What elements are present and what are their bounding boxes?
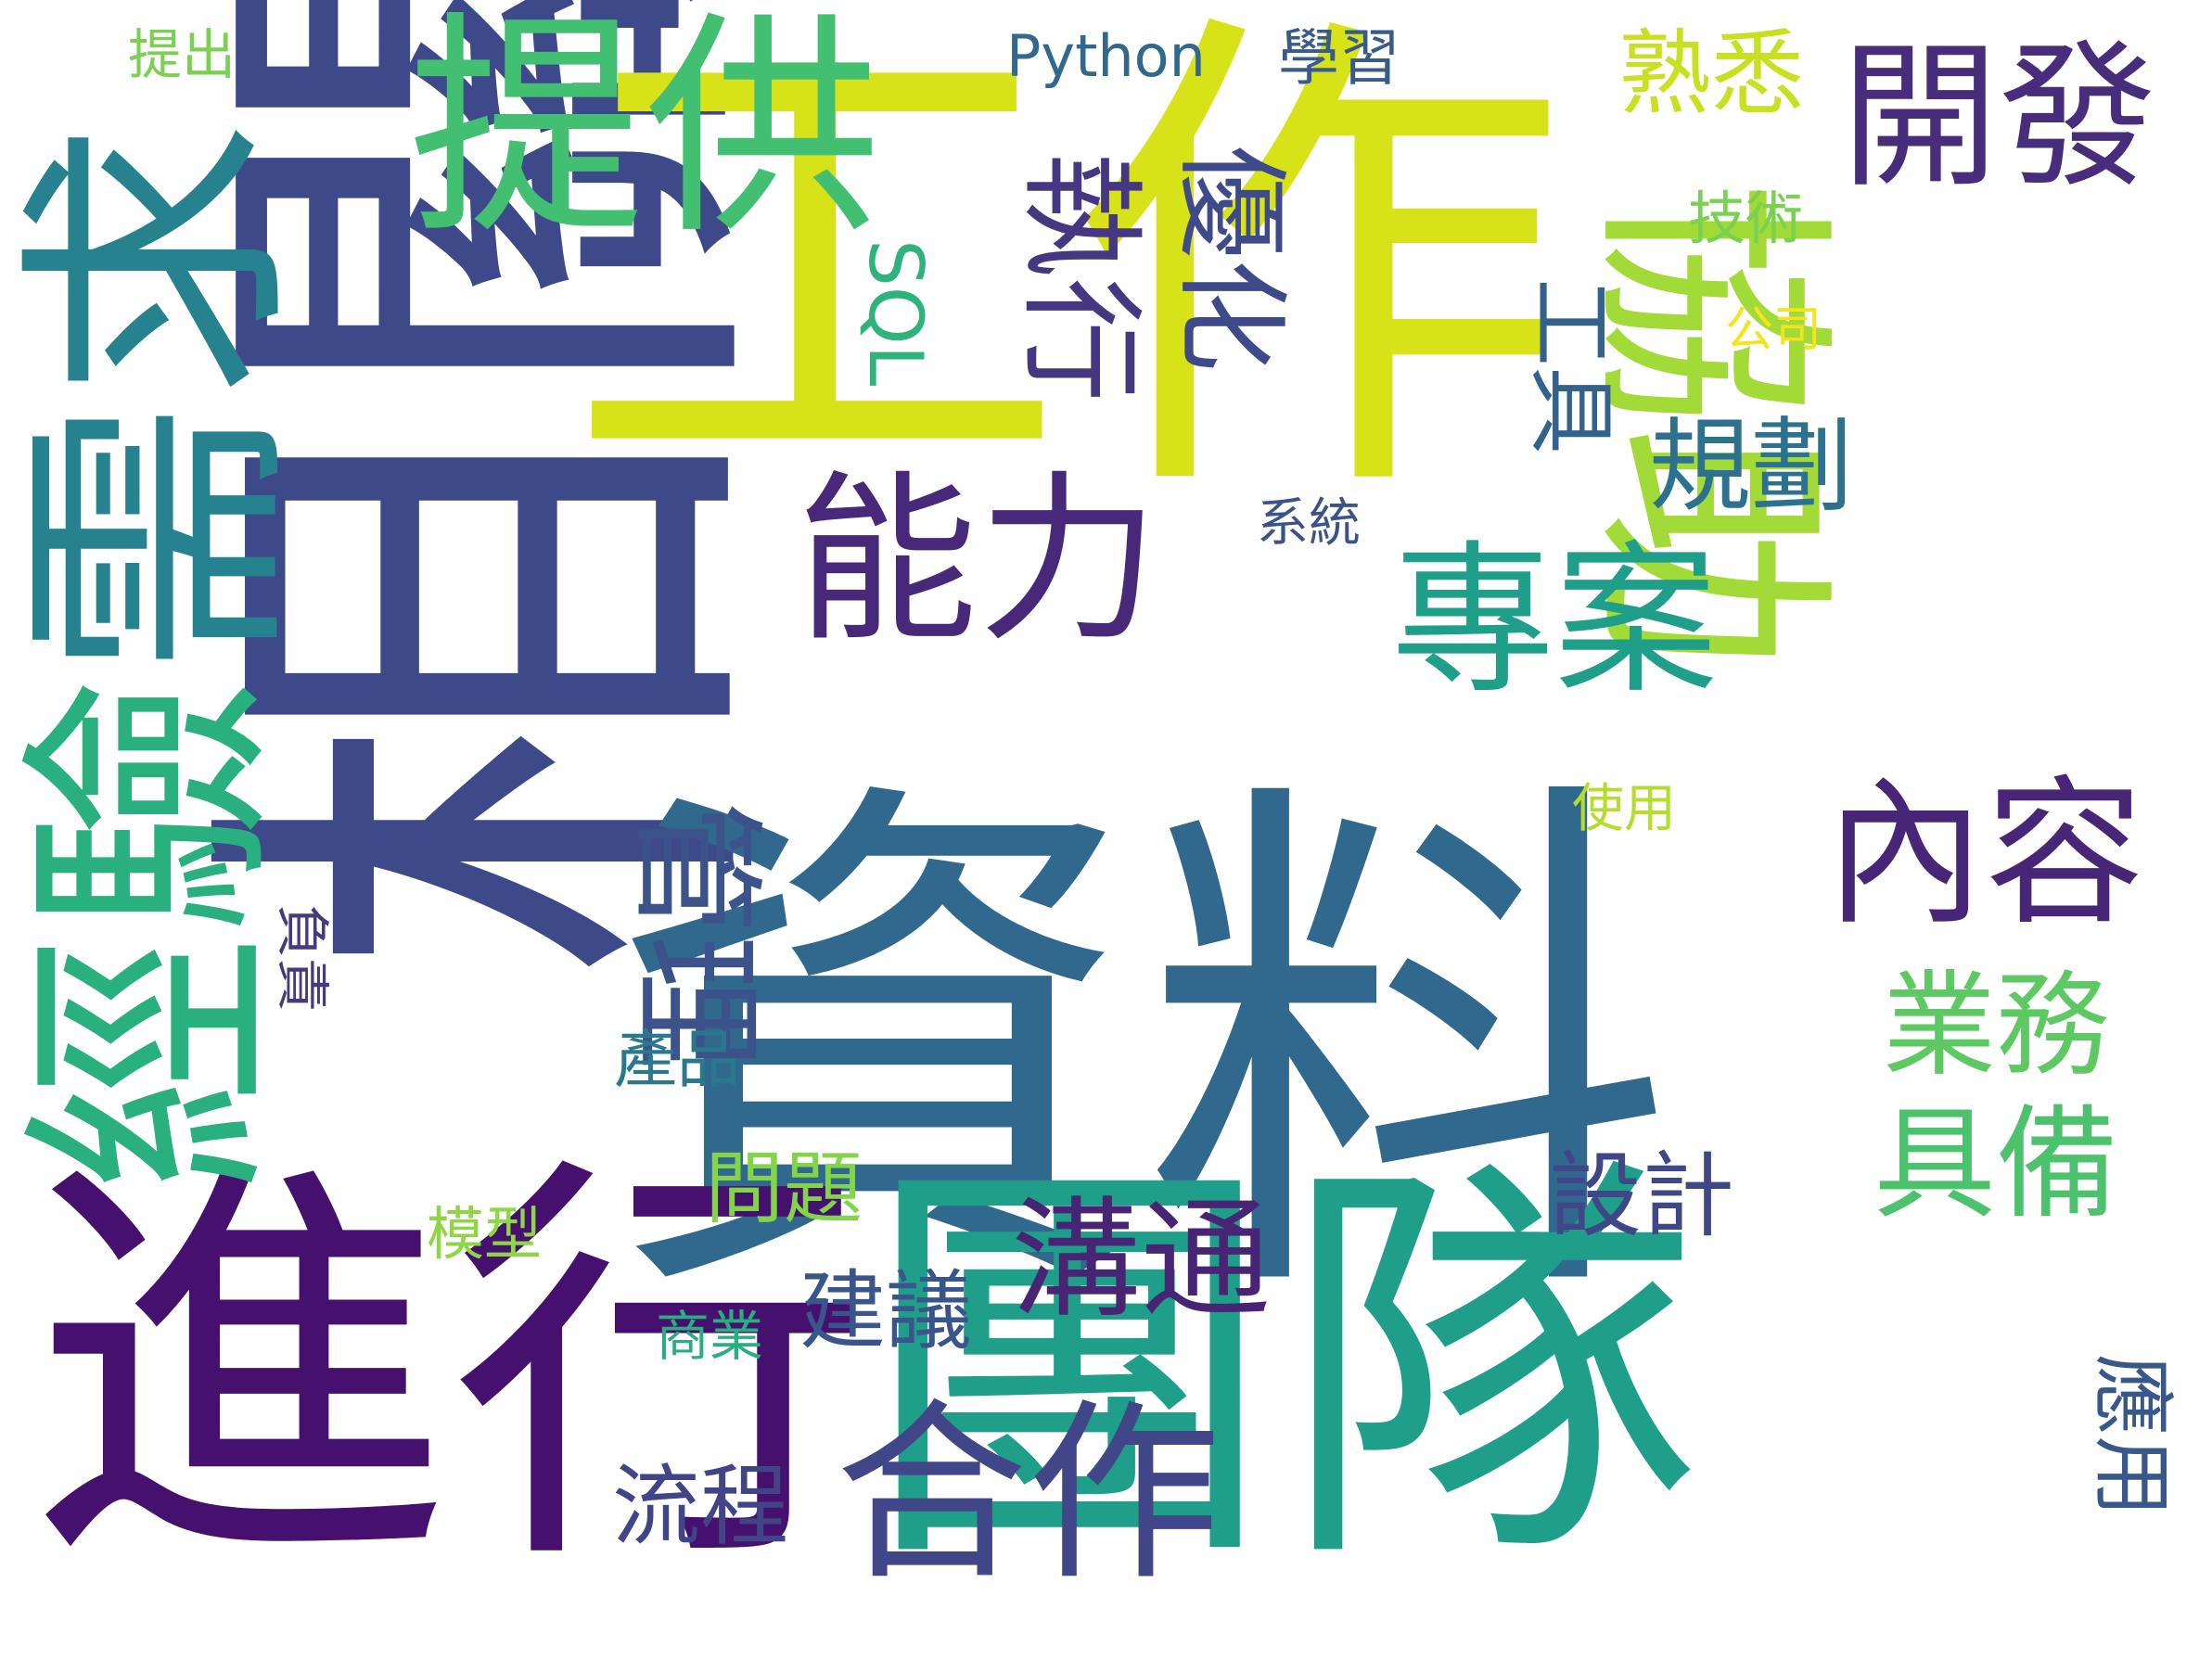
word-tuandui: 團隊 — [858, 1125, 1702, 1615]
word-liucheng: 流程 — [612, 1456, 789, 1558]
word-yewu: 業務 — [1883, 960, 2109, 1091]
word-shiyong: 使用 — [1572, 779, 1676, 839]
word-jishu: 技術 — [1688, 185, 1804, 252]
word-yingyong: 應用 — [2084, 1354, 2180, 1518]
word-xuqiu: 需求 — [0, 121, 321, 677]
word-kaifa: 開發 — [1841, 26, 2157, 210]
word-python: Python — [1006, 22, 1206, 90]
word-xitong: 系統 — [1257, 493, 1361, 554]
word-jubei: 具備 — [1873, 1093, 2118, 1236]
word-neirong: 內容 — [1825, 760, 2144, 947]
word-tigong: 提供 — [408, 0, 882, 267]
word-shangye: 商業 — [656, 1305, 764, 1368]
word-wenti: 問題 — [705, 1143, 863, 1235]
word-gongju: 工具 — [1519, 278, 1621, 455]
word-jinxing: 進行 — [28, 1125, 872, 1615]
word-ziliao: 資料 — [607, 739, 1674, 1360]
word-moxing: 模型 — [427, 1200, 543, 1268]
word-fuze: 負責 — [271, 904, 334, 1013]
word-sql: SQL — [852, 239, 939, 387]
word-shuxi: 熟悉 — [1618, 19, 1804, 128]
word-jianyi: 建議 — [799, 1261, 972, 1361]
word-sheji: 設計 — [1549, 1142, 1734, 1250]
word-gongzuo: 工作 — [566, 0, 1567, 555]
word-goutong: 溝通 — [1011, 1185, 1272, 1336]
word-tichu: 提出 — [128, 23, 237, 86]
word-zhuanan: 專案 — [1391, 526, 1719, 716]
word-jingyan: 經驗 — [2, 676, 302, 1192]
word-zhixing: 執行 — [1007, 152, 1153, 402]
word-xuexi: 學習 — [1278, 22, 1400, 94]
word-nengli: 能力 — [796, 455, 1160, 667]
word-youhua: 優化 — [1165, 146, 1297, 372]
word-gongsi: 公司 — [1725, 302, 1822, 358]
word-hezuo: 合作 — [835, 1383, 1221, 1607]
word-guihua: 規劃 — [1649, 407, 1853, 526]
word-chanpin: 產品 — [614, 1024, 741, 1097]
